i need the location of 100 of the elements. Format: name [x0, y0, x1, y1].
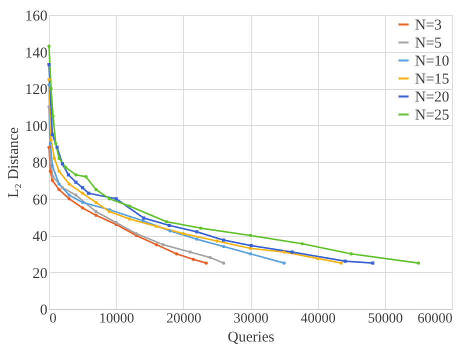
point [47, 83, 51, 86]
point [48, 142, 52, 146]
point [50, 178, 54, 182]
x-tick-label: 10000 [99, 312, 134, 326]
point [282, 250, 286, 254]
point [49, 138, 53, 142]
point [49, 86, 53, 90]
point [47, 78, 51, 81]
point [54, 142, 58, 146]
point [55, 146, 59, 149]
point [74, 193, 78, 197]
legend-label: N=20 [415, 90, 450, 106]
point [175, 252, 178, 256]
point [64, 166, 68, 170]
point [66, 173, 70, 176]
point [47, 63, 51, 66]
point [350, 252, 353, 256]
point [290, 250, 294, 254]
point [128, 204, 132, 208]
point [60, 186, 64, 190]
point [192, 258, 195, 261]
point [300, 242, 304, 246]
point [51, 114, 55, 118]
point [81, 206, 84, 210]
y-tick-label: 100 [25, 118, 48, 135]
point [142, 216, 146, 220]
point [344, 260, 347, 263]
point [57, 188, 61, 192]
point [94, 200, 98, 204]
point [250, 244, 253, 248]
point [81, 186, 84, 190]
point [222, 261, 226, 265]
point [94, 188, 98, 192]
point [68, 193, 71, 197]
point [168, 224, 171, 227]
y-tick-label: 40 [32, 229, 48, 245]
point [195, 238, 198, 241]
point [50, 164, 54, 168]
point [87, 192, 90, 195]
x-tick-label: 60000 [418, 312, 452, 326]
point [182, 232, 185, 236]
point [68, 197, 71, 200]
point [141, 219, 145, 222]
legend-label: N=3 [415, 18, 442, 34]
point [47, 44, 51, 48]
x-tick-label: 40000 [300, 312, 336, 326]
point [199, 226, 202, 230]
point [316, 256, 320, 260]
point [47, 146, 51, 149]
point [248, 246, 252, 250]
x-axis-title: Queries [228, 330, 274, 346]
point [282, 261, 286, 265]
y-tick-label: 80 [32, 156, 48, 172]
y-tick-label: 140 [25, 45, 48, 62]
x-tick-label: 20000 [166, 312, 202, 326]
point [57, 170, 61, 173]
point [162, 243, 165, 246]
point [195, 230, 198, 234]
point [222, 244, 226, 248]
point [57, 182, 61, 186]
point [48, 170, 52, 173]
y-tick-label: 120 [25, 82, 48, 98]
y-tick-label: 20 [32, 266, 48, 282]
point [68, 182, 71, 186]
y-axis-title: L₂ Distance [6, 126, 22, 198]
point [371, 261, 374, 265]
point [340, 261, 343, 265]
legend-label: N=25 [415, 108, 450, 124]
point [188, 250, 192, 254]
point [128, 217, 132, 221]
point [74, 173, 78, 176]
point [208, 256, 212, 260]
y-tick-label: 60 [32, 192, 48, 208]
point [204, 261, 208, 265]
point [94, 210, 98, 214]
point [215, 239, 218, 243]
point [81, 200, 84, 204]
point [168, 229, 172, 232]
point [248, 234, 252, 238]
point [47, 105, 51, 108]
point [60, 162, 64, 166]
x-tick-label: 50000 [368, 312, 403, 326]
point [48, 160, 52, 164]
point [222, 238, 226, 242]
point [51, 175, 55, 178]
point [114, 197, 118, 200]
point [81, 192, 84, 195]
point [57, 156, 61, 160]
point [154, 243, 158, 246]
legend-label: N=5 [415, 36, 442, 52]
legend-label: N=15 [415, 72, 450, 88]
x-tick-label: 30000 [234, 312, 268, 326]
point [74, 180, 78, 184]
point [52, 156, 56, 160]
point [108, 197, 112, 200]
point [94, 214, 98, 217]
point [154, 224, 158, 228]
point [84, 175, 88, 178]
point [164, 220, 168, 224]
y-tick-label: 160 [25, 8, 48, 24]
